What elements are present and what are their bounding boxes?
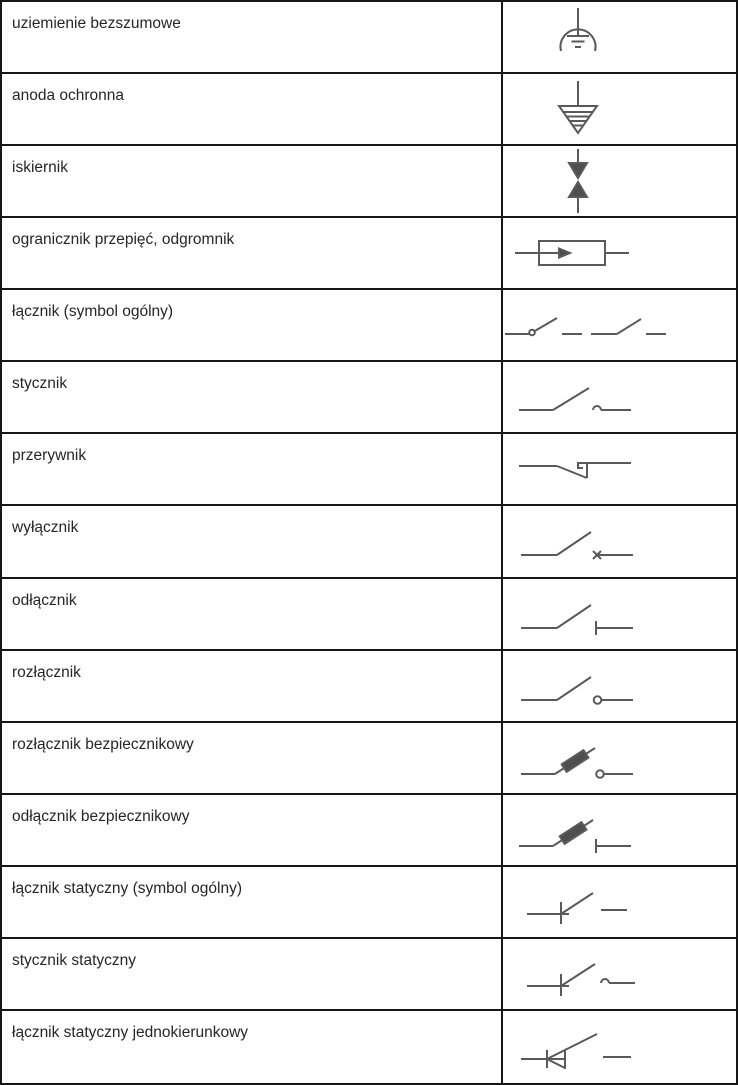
label-cell: łącznik (symbol ogólny) xyxy=(2,290,503,361)
table-row: odłącznik bezpiecznikowy xyxy=(2,794,736,867)
symbol-label: stycznik statyczny xyxy=(12,951,137,969)
symbol-label: anoda ochronna xyxy=(12,87,125,105)
table-row: iskiernik xyxy=(2,146,736,219)
label-cell: stycznik statyczny xyxy=(2,938,503,1009)
label-cell: odłącznik xyxy=(2,578,503,649)
symbol-cell xyxy=(503,362,736,432)
symbol-label: iskiernik xyxy=(12,159,68,177)
symbol-cell xyxy=(503,939,736,1009)
label-cell: łącznik statyczny (symbol ogólny) xyxy=(2,866,503,937)
label-cell: łącznik statyczny jednokierunkowy xyxy=(2,1010,503,1083)
static-switch-general-icon xyxy=(527,891,627,924)
label-cell: stycznik xyxy=(2,362,503,433)
noiseless-earth-icon xyxy=(559,8,597,52)
label-cell: rozłącznik bezpiecznikowy xyxy=(2,722,503,793)
symbol-cell xyxy=(503,867,736,937)
static-switch-unidirectional-icon xyxy=(521,1033,631,1069)
symbol-cell xyxy=(503,74,736,144)
symbol-label: rozłącznik xyxy=(12,663,81,681)
symbol-label: łącznik (symbol ogólny) xyxy=(12,303,174,321)
table-row: rozłącznik xyxy=(2,650,736,723)
label-cell: anoda ochronna xyxy=(2,74,503,145)
symbol-label: łącznik statyczny jednokierunkowy xyxy=(12,1023,249,1041)
table-row: rozłącznik bezpiecznikowy xyxy=(2,722,736,795)
table-row: stycznik statyczny xyxy=(2,938,736,1011)
symbol-cell xyxy=(503,146,736,216)
protective-anode-icon xyxy=(557,81,599,135)
symbol-label: uziemienie bezszumowe xyxy=(12,15,181,32)
label-cell: wyłącznik xyxy=(2,506,503,577)
switch-disconnector-icon xyxy=(521,675,633,705)
symbol-label: odłącznik xyxy=(12,591,77,609)
label-cell: uziemienie bezszumowe xyxy=(2,2,503,73)
symbol-label: przerywnik xyxy=(12,447,87,465)
symbol-label: łącznik statyczny (symbol ogólny) xyxy=(12,879,242,897)
symbol-cell xyxy=(503,723,736,793)
label-cell: iskiernik xyxy=(2,146,503,217)
table-row: łącznik statyczny jednokierunkowy xyxy=(2,1010,736,1083)
symbol-label: odłącznik bezpiecznikowy xyxy=(12,807,190,825)
spark-gap-icon xyxy=(567,149,589,214)
label-cell: przerywnik xyxy=(2,434,503,505)
fuse-disconnector-icon xyxy=(519,818,631,853)
label-cell: ogranicznik przepięć, odgromnik xyxy=(2,218,503,289)
contactor-icon xyxy=(519,387,631,412)
disconnector-icon xyxy=(521,603,633,635)
table-row: stycznik xyxy=(2,362,736,435)
symbol-cell xyxy=(503,290,736,360)
table-row: łącznik statyczny (symbol ogólny) xyxy=(2,866,736,939)
table-row: przerywnik xyxy=(2,434,736,507)
symbol-label: stycznik xyxy=(12,375,68,393)
symbol-cell xyxy=(503,218,736,288)
symbol-label: ogranicznik przepięć, odgromnik xyxy=(12,231,235,249)
symbol-cell xyxy=(503,795,736,865)
interrupter-icon xyxy=(519,462,631,480)
symbol-cell xyxy=(503,1011,736,1083)
table-row: wyłącznik xyxy=(2,506,736,579)
symbol-cell xyxy=(503,434,736,504)
circuit-breaker-icon xyxy=(521,531,633,561)
surge-arrester-icon xyxy=(515,240,629,267)
symbol-cell xyxy=(503,579,736,649)
table-row: odłącznik xyxy=(2,578,736,651)
static-contactor-icon xyxy=(527,963,635,996)
label-cell: rozłącznik xyxy=(2,650,503,721)
symbol-cell xyxy=(503,506,736,576)
table-row: uziemienie bezszumowe xyxy=(2,2,736,75)
table-row: anoda ochronna xyxy=(2,74,736,147)
table-row: ogranicznik przepięć, odgromnik xyxy=(2,218,736,291)
label-cell: odłącznik bezpiecznikowy xyxy=(2,794,503,865)
symbol-cell xyxy=(503,651,736,721)
switch-general-icon xyxy=(505,317,666,337)
symbol-cell xyxy=(503,2,736,72)
symbol-label: wyłącznik xyxy=(12,519,79,537)
fuse-switch-disconnector-icon xyxy=(521,746,633,779)
table-row: łącznik (symbol ogólny) xyxy=(2,290,736,363)
symbol-label: rozłącznik bezpiecznikowy xyxy=(12,735,194,753)
